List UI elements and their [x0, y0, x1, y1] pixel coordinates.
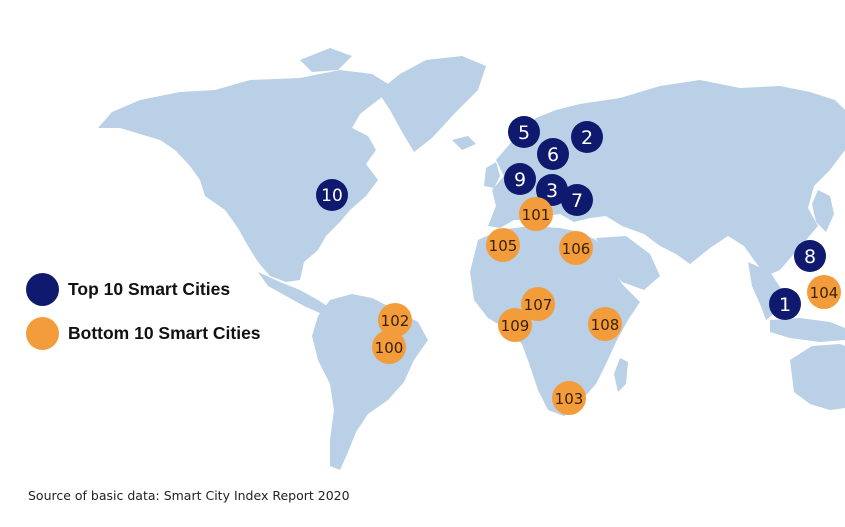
city-marker-103: 103: [552, 381, 586, 415]
city-rank-label: 105: [489, 237, 518, 255]
city-rank-label: 3: [546, 180, 558, 202]
land-arabia: [596, 236, 660, 290]
bottom-city-circle: [559, 231, 593, 265]
land-australia: [790, 344, 845, 410]
city-marker-107: 107: [521, 287, 555, 321]
city-marker-105: 105: [486, 228, 520, 262]
city-rank-label: 2: [581, 127, 593, 149]
city-marker-5: 5: [508, 116, 540, 148]
city-marker-104: 104: [807, 275, 841, 309]
city-marker-7: 7: [561, 184, 593, 216]
city-rank-label: 109: [501, 317, 530, 335]
bottom-city-circle: [378, 303, 412, 337]
city-rank-label: 7: [571, 190, 583, 212]
city-marker-1: 1: [769, 288, 801, 320]
city-rank-label: 100: [375, 339, 404, 357]
bottom-city-circle: [486, 228, 520, 262]
city-marker-106: 106: [559, 231, 593, 265]
city-rank-label: 6: [547, 144, 559, 166]
land-japan: [812, 190, 834, 232]
city-marker-6: 6: [537, 138, 569, 170]
bottom-city-circle: [552, 381, 586, 415]
bottom-city-circle: [498, 308, 532, 342]
city-marker-2: 2: [571, 121, 603, 153]
city-rank-label: 107: [524, 296, 553, 314]
city-marker-3: 3: [536, 174, 568, 206]
top-city-circle: [504, 163, 536, 195]
top-city-circle: [537, 138, 569, 170]
land-indonesia: [770, 318, 845, 342]
land-greenland: [378, 56, 486, 152]
city-rank-label: 5: [518, 122, 530, 144]
city-rank-label: 103: [555, 390, 584, 408]
bottom-city-circle: [807, 275, 841, 309]
city-rank-label: 106: [562, 240, 591, 258]
top-city-circle: [769, 288, 801, 320]
top-city-circle: [571, 121, 603, 153]
city-rank-label: 104: [810, 284, 839, 302]
bottom-city-circle: [372, 330, 406, 364]
city-rank-label: 10: [321, 186, 343, 206]
land-madagascar: [614, 358, 628, 392]
landmasses: [98, 48, 845, 470]
land-north-america: [98, 70, 395, 282]
land-africa: [470, 226, 640, 416]
land-central-america: [258, 272, 330, 314]
city-rank-label: 102: [381, 312, 410, 330]
source-note: Source of basic data: Smart City Index R…: [28, 488, 350, 503]
city-marker-10: 10: [316, 179, 348, 211]
bottom-city-circle: [588, 307, 622, 341]
city-rank-label: 1: [779, 294, 791, 316]
legend-top-row: Top 10 Smart Cities: [26, 272, 261, 306]
legend-bottom-row: Bottom 10 Smart Cities: [26, 316, 261, 350]
bottom-city-circle: [519, 197, 553, 231]
city-markers: 1 2 3 56 7 8 9 10 100 101 102 103 104 105 106 107 108 109: [316, 116, 841, 415]
top-city-circle: [316, 179, 348, 211]
land-arctic-islands: [300, 48, 352, 72]
city-rank-label: 8: [804, 246, 816, 268]
legend-top-label: Top 10 Smart Cities: [68, 278, 231, 299]
city-marker-100: 100: [372, 330, 406, 364]
bottom-city-circle: [521, 287, 555, 321]
legend-bottom-label: Bottom 10 Smart Cities: [68, 322, 261, 343]
legend-top-dot: [26, 272, 59, 306]
top-city-circle: [794, 240, 826, 272]
legend-bottom-dot: [26, 316, 59, 350]
city-rank-label: 101: [522, 206, 551, 224]
top-city-circle: [508, 116, 540, 148]
top-city-circle: [561, 184, 593, 216]
city-marker-8: 8: [794, 240, 826, 272]
city-rank-label: 9: [514, 169, 526, 191]
city-marker-109: 109: [498, 308, 532, 342]
land-iceland: [452, 136, 476, 150]
city-marker-9: 9: [504, 163, 536, 195]
top-city-circle: [536, 174, 568, 206]
legend: Top 10 Smart Cities Bottom 10 Smart Citi…: [26, 272, 261, 360]
land-british-isles: [484, 162, 500, 188]
city-marker-108: 108: [588, 307, 622, 341]
city-marker-101: 101: [519, 197, 553, 231]
city-rank-label: 108: [591, 316, 620, 334]
city-marker-102: 102: [378, 303, 412, 337]
